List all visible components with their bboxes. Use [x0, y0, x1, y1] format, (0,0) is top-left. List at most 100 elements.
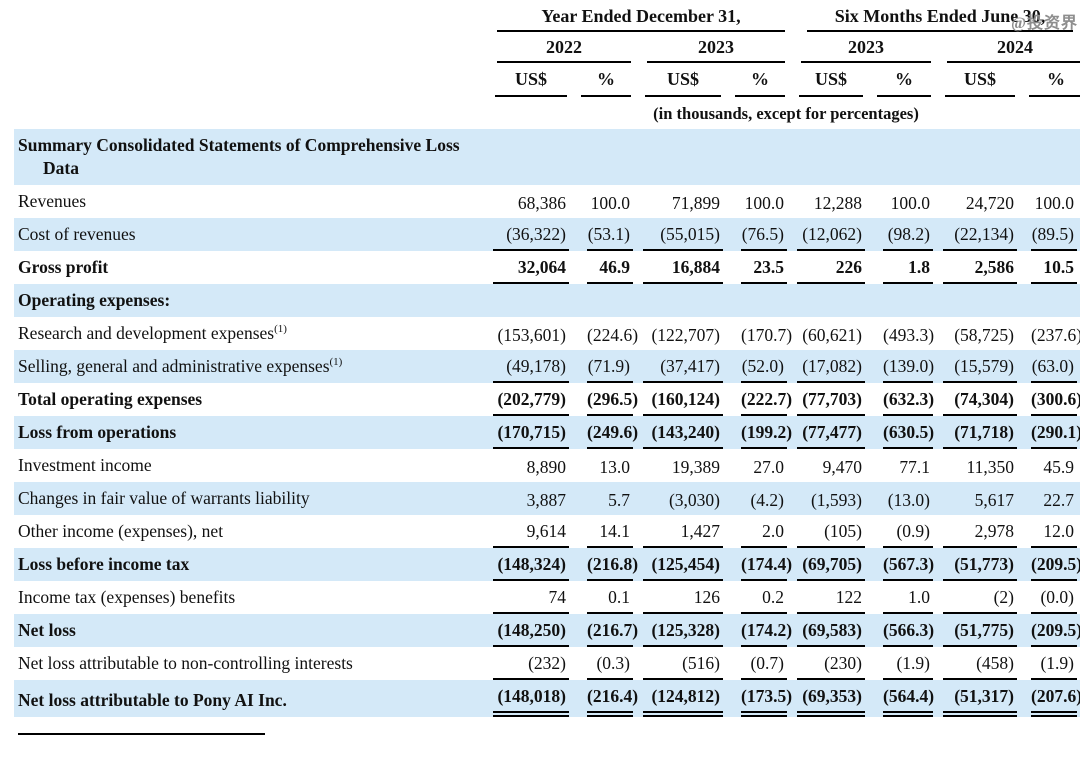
- cell-value: [1019, 284, 1080, 317]
- cell-value: (199.2): [725, 416, 792, 449]
- cell-value: (0.3): [571, 647, 635, 680]
- cell-value: 100.0: [744, 193, 784, 213]
- row-label: Selling, general and administrative expe…: [0, 350, 485, 383]
- cell-value: 9,614: [485, 515, 571, 548]
- footnote-marker: (1): [274, 323, 287, 336]
- cell-value: (148,324): [485, 548, 571, 581]
- table-row: Loss from operations (170,715) (249.6) (143…: [0, 416, 1080, 449]
- table-row: Total operating expenses (202,779) (296.5)…: [0, 383, 1080, 416]
- cell-value: (125,454): [635, 548, 725, 581]
- site-watermark: @投资界: [1011, 15, 1078, 32]
- cell-value: (4.2): [725, 482, 789, 515]
- label-column-spacer: [7, 63, 485, 97]
- cell-value: 226: [789, 251, 867, 284]
- cell-value: (230): [789, 647, 867, 680]
- row-label: Net loss attributable to non-controlling…: [0, 647, 485, 680]
- cell-value: [635, 129, 725, 185]
- cell-value: [789, 284, 867, 317]
- row-label: Total operating expenses: [0, 383, 485, 416]
- unit-header-usd: US$: [485, 63, 571, 97]
- cell-value: 100.0: [1034, 193, 1074, 213]
- row-label: Investment income: [0, 449, 485, 482]
- cell-value: (516): [635, 647, 725, 680]
- column-group-six-months: Six Months Ended June 30,: [789, 0, 1080, 32]
- row-label: Research and development expenses(1): [0, 317, 485, 350]
- cell-value: 71,899: [671, 193, 720, 213]
- cell-value: 32,064: [485, 251, 571, 284]
- cell-value: (170,715): [485, 416, 571, 449]
- cell-value: 122: [789, 581, 867, 614]
- row-label: Net loss: [0, 614, 485, 647]
- row-label: Other income (expenses), net: [0, 515, 485, 548]
- cell-value: 10.5: [1019, 251, 1080, 284]
- label-column-spacer: [7, 32, 485, 63]
- cell-value: (224.6): [587, 325, 639, 345]
- cell-value: (237.6): [1031, 325, 1080, 345]
- cell-value: 1.0: [867, 581, 935, 614]
- cell-value: (207.6): [1019, 680, 1080, 717]
- cell-value: (564.4): [867, 680, 935, 717]
- cell-value: [571, 129, 635, 185]
- row-label: Loss from operations: [0, 416, 485, 449]
- table-row: Investment income 8,890 13.0 19,389 27.0 9,47…: [0, 449, 1080, 482]
- cell-value: (174.2): [725, 614, 792, 647]
- cell-value: (174.4): [725, 548, 792, 581]
- cell-value: (12,062): [789, 218, 867, 251]
- cell-value: (58,725): [954, 325, 1014, 345]
- cell-value: (0.9): [867, 515, 935, 548]
- cell-value: 12.0: [1019, 515, 1080, 548]
- unit-header-pct: %: [867, 63, 935, 97]
- cell-value: 3,887: [485, 482, 571, 515]
- table-row: Net loss attributable to Pony AI Inc. (14…: [0, 680, 1080, 717]
- cell-value: (51,775): [935, 614, 1019, 647]
- table-body: Summary Consolidated Statements of Compr…: [0, 129, 1080, 717]
- cell-value: (567.3): [867, 548, 935, 581]
- cell-value: [867, 284, 935, 317]
- cell-value: [571, 284, 635, 317]
- cell-value: 9,470: [822, 457, 862, 477]
- cell-value: 1.8: [867, 251, 935, 284]
- period-group-row: Year Ended December 31, Six Months Ended…: [7, 0, 1080, 32]
- cell-value: (55,015): [635, 218, 725, 251]
- column-group-year-ended-label: Year Ended December 31,: [497, 0, 785, 32]
- cell-value: 68,386: [517, 193, 566, 213]
- cell-value: (216.7): [571, 614, 638, 647]
- year-header-2022: 2022: [485, 32, 635, 63]
- cell-value: (22,134): [935, 218, 1019, 251]
- cell-value: (63.0): [1019, 350, 1080, 383]
- unit-header-usd: US$: [935, 63, 1019, 97]
- cell-value: (2): [935, 581, 1019, 614]
- unit-header-pct: %: [725, 63, 789, 97]
- cell-value: (105): [789, 515, 867, 548]
- cell-value: 74: [485, 581, 571, 614]
- table-row: Selling, general and administrative expe…: [0, 350, 1080, 383]
- cell-value: 45.9: [1043, 457, 1074, 477]
- cell-value: (76.5): [725, 218, 789, 251]
- row-label: Cost of revenues: [0, 218, 485, 251]
- cell-value: (630.5): [867, 416, 935, 449]
- cell-value: 1,427: [635, 515, 725, 548]
- row-label: Income tax (expenses) benefits: [0, 581, 485, 614]
- cell-value: (122,707): [651, 325, 720, 345]
- cell-value: 23.5: [725, 251, 789, 284]
- table-row: Gross profit 32,064 46.9 16,884 23.5 226 1.8 2,…: [0, 251, 1080, 284]
- cell-value: 77.1: [899, 457, 930, 477]
- cell-value: [635, 284, 725, 317]
- cell-value: (300.6): [1019, 383, 1080, 416]
- cell-value: (3,030): [635, 482, 725, 515]
- cell-value: (77,477): [789, 416, 867, 449]
- cell-value: (216.4): [571, 680, 638, 717]
- row-label: Operating expenses:: [0, 284, 485, 317]
- cell-value: (17,082): [789, 350, 867, 383]
- cell-value: (290.1): [1019, 416, 1080, 449]
- cell-value: 24,720: [965, 193, 1014, 213]
- unit-header-row: US$ % US$ % US$ % US$ %: [7, 63, 1080, 97]
- table-row: Income tax (expenses) benefits 74 0.1 126 0.…: [0, 581, 1080, 614]
- cell-value: (71,718): [935, 416, 1019, 449]
- cell-value: 27.0: [753, 457, 784, 477]
- cell-value: 11,350: [966, 457, 1014, 477]
- table-row: Summary Consolidated Statements of Compr…: [0, 129, 1080, 185]
- cell-value: (71.9): [571, 350, 635, 383]
- cell-value: (173.5): [725, 680, 792, 717]
- cell-value: (493.3): [883, 325, 935, 345]
